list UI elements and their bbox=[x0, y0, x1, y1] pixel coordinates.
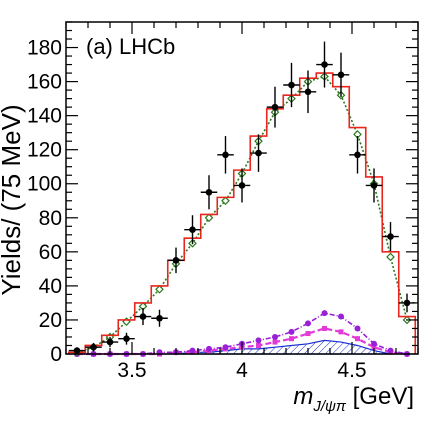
component-a-marker bbox=[371, 340, 377, 347]
x-axis-label-subscript: J/ψπ bbox=[312, 398, 347, 415]
component-b-marker bbox=[256, 342, 261, 348]
data-point bbox=[139, 313, 147, 320]
series-model bbox=[76, 75, 408, 354]
data-point bbox=[271, 103, 279, 111]
y-tick-label: 140 bbox=[27, 105, 62, 128]
x-tick-label: 4 bbox=[236, 359, 248, 382]
y-tick-label: 80 bbox=[39, 207, 62, 230]
data-point bbox=[123, 335, 130, 342]
component-a-marker bbox=[255, 337, 262, 344]
data-point bbox=[337, 71, 345, 79]
y-tick-label: 180 bbox=[27, 37, 62, 60]
series-total-fit bbox=[67, 72, 417, 354]
model-marker bbox=[386, 252, 395, 262]
component-a-marker bbox=[354, 325, 361, 332]
chart-annotation: (a) LHCb bbox=[86, 34, 175, 59]
component-b-marker bbox=[338, 329, 344, 335]
component-a-marker bbox=[321, 310, 328, 317]
x-axis-label: mJ/ψπ [GeV] bbox=[293, 383, 414, 415]
component-a-marker bbox=[272, 333, 278, 340]
data-point bbox=[403, 299, 411, 307]
component-a-marker bbox=[387, 347, 394, 354]
y-tick-label: 100 bbox=[27, 173, 62, 196]
component-a-marker bbox=[222, 344, 229, 351]
y-tick-label: 60 bbox=[39, 241, 62, 264]
component-a-marker bbox=[305, 320, 311, 327]
x-tick-label: 4.5 bbox=[337, 359, 366, 382]
component-a-marker bbox=[206, 345, 212, 352]
component-a-marker bbox=[288, 328, 295, 335]
component-a-marker bbox=[189, 347, 196, 354]
data-point bbox=[172, 257, 180, 264]
model-marker bbox=[204, 213, 214, 223]
x-axis-label-symbol: m bbox=[293, 383, 313, 410]
y-tick-label: 40 bbox=[39, 275, 62, 298]
model-marker bbox=[221, 196, 230, 206]
component-b-marker bbox=[289, 336, 294, 342]
plot-area bbox=[67, 41, 417, 357]
data-point bbox=[189, 226, 196, 234]
data-point bbox=[288, 81, 295, 89]
y-tick-label: 20 bbox=[39, 309, 62, 332]
data-point bbox=[238, 182, 246, 189]
axes: 0 20 40 60 80 100 120 140 160 180 3.5 4 4.5 bbox=[27, 21, 419, 382]
data-point bbox=[387, 233, 394, 240]
data-point bbox=[370, 182, 378, 189]
component-a-marker bbox=[338, 313, 344, 320]
data-point bbox=[321, 61, 328, 68]
x-axis-label-unit: [GeV] bbox=[346, 383, 414, 410]
data-point bbox=[106, 338, 114, 346]
data-point bbox=[90, 343, 97, 351]
model-marker bbox=[155, 284, 164, 294]
component-b-marker bbox=[355, 336, 360, 342]
data-point bbox=[304, 88, 312, 96]
data-point bbox=[354, 151, 361, 159]
y-tick-label: 160 bbox=[27, 71, 62, 94]
component-b-marker bbox=[322, 325, 327, 331]
y-axis-label: Yields/ (75 MeV) bbox=[0, 104, 26, 295]
data-point bbox=[156, 314, 163, 322]
y-tick-label: 120 bbox=[27, 139, 62, 162]
component-b-marker bbox=[272, 339, 278, 345]
x-tick-label: 3.5 bbox=[117, 359, 146, 382]
data-point bbox=[255, 149, 262, 157]
data-point bbox=[222, 151, 229, 159]
data-point bbox=[73, 347, 81, 354]
y-tick-label: 0 bbox=[50, 343, 62, 366]
component-b-marker bbox=[305, 331, 311, 337]
component-b-marker bbox=[371, 344, 377, 350]
data-point bbox=[205, 188, 213, 196]
